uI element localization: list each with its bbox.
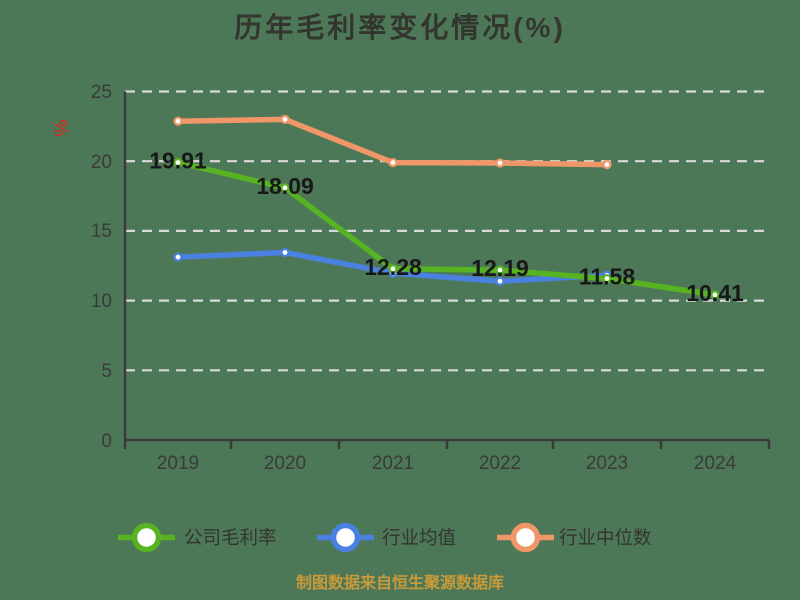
- svg-text:20: 20: [91, 152, 112, 173]
- svg-text:12.19: 12.19: [471, 255, 529, 281]
- svg-text:2023: 2023: [586, 453, 628, 474]
- svg-text:0: 0: [101, 431, 112, 452]
- svg-text:10.41: 10.41: [686, 280, 744, 306]
- svg-text:11.58: 11.58: [579, 264, 635, 290]
- svg-text:2021: 2021: [372, 453, 414, 474]
- svg-text:制图数据来自恒生聚源数据库: 制图数据来自恒生聚源数据库: [296, 573, 504, 592]
- svg-text:19.91: 19.91: [149, 148, 207, 174]
- svg-text:2020: 2020: [264, 453, 306, 474]
- svg-text:2019: 2019: [157, 453, 199, 474]
- svg-text:2024: 2024: [694, 453, 737, 474]
- svg-text:公司毛利率: 公司毛利率: [184, 527, 277, 548]
- svg-text:25: 25: [91, 82, 112, 103]
- svg-text:2022: 2022: [479, 453, 521, 474]
- svg-text:5: 5: [101, 361, 112, 382]
- svg-text:15: 15: [91, 221, 112, 242]
- svg-text:10: 10: [91, 291, 112, 312]
- svg-text:行业均值: 行业均值: [382, 527, 456, 548]
- svg-text:行业中位数: 行业中位数: [559, 527, 652, 548]
- svg-text:%: %: [52, 119, 73, 136]
- svg-text:18.09: 18.09: [256, 173, 314, 199]
- svg-text:12.28: 12.28: [364, 254, 422, 280]
